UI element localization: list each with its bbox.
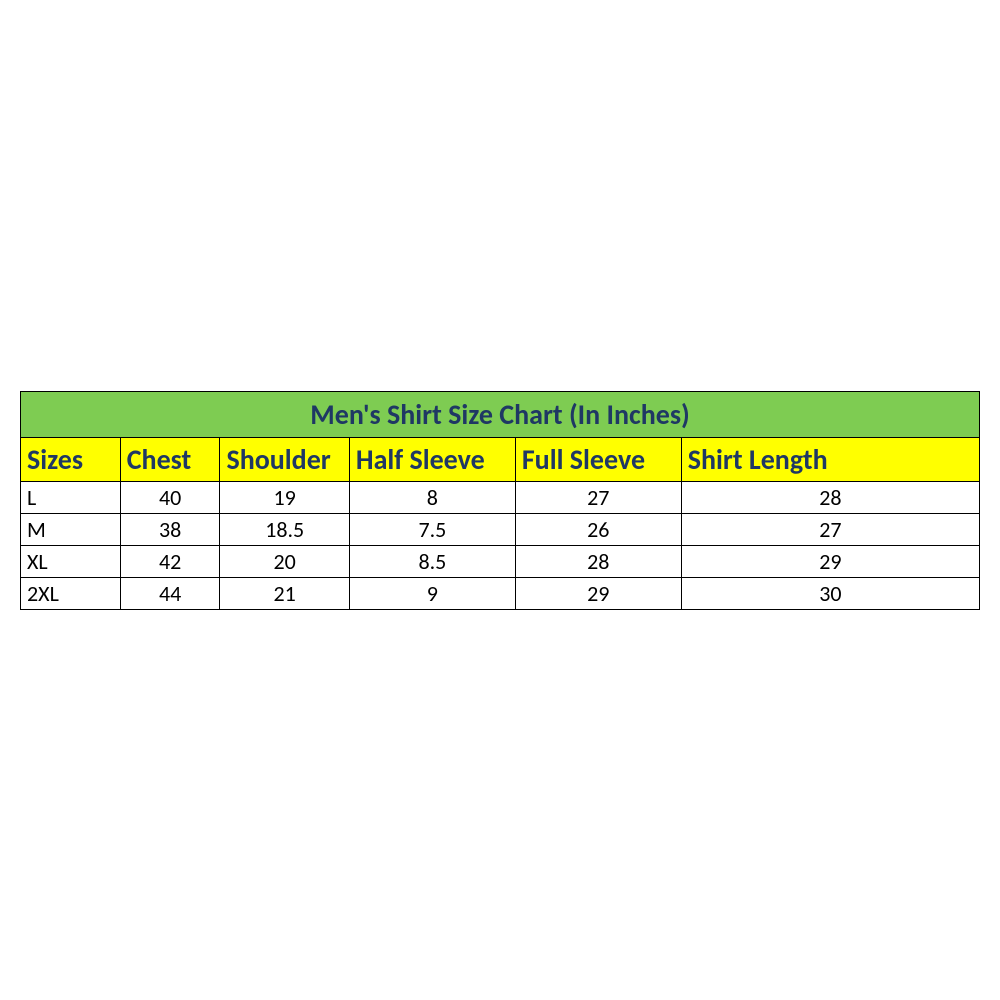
table-head: Men's Shirt Size Chart (In Inches) Sizes…: [21, 391, 980, 481]
data-cell: 29: [515, 577, 681, 609]
size-label-cell: L: [21, 481, 121, 513]
data-cell: 42: [120, 545, 220, 577]
column-header: Sizes: [21, 437, 121, 481]
size-label-cell: 2XL: [21, 577, 121, 609]
data-cell: 26: [515, 513, 681, 545]
data-cell: 19: [220, 481, 349, 513]
table-body: L401982728M3818.57.52627XL42208.528292XL…: [21, 481, 980, 609]
data-cell: 29: [681, 545, 979, 577]
size-label-cell: XL: [21, 545, 121, 577]
data-cell: 27: [681, 513, 979, 545]
data-cell: 8.5: [349, 545, 515, 577]
size-chart-container: Men's Shirt Size Chart (In Inches) Sizes…: [20, 391, 980, 610]
data-cell: 40: [120, 481, 220, 513]
data-cell: 28: [515, 545, 681, 577]
data-cell: 21: [220, 577, 349, 609]
column-header: Shirt Length: [681, 437, 979, 481]
data-cell: 27: [515, 481, 681, 513]
header-row: SizesChestShoulderHalf SleeveFull Sleeve…: [21, 437, 980, 481]
data-cell: 28: [681, 481, 979, 513]
table-row: XL42208.52829: [21, 545, 980, 577]
data-cell: 20: [220, 545, 349, 577]
data-cell: 30: [681, 577, 979, 609]
data-cell: 38: [120, 513, 220, 545]
table-row: M3818.57.52627: [21, 513, 980, 545]
column-header: Chest: [120, 437, 220, 481]
data-cell: 7.5: [349, 513, 515, 545]
table-row: 2XL442192930: [21, 577, 980, 609]
size-label-cell: M: [21, 513, 121, 545]
data-cell: 44: [120, 577, 220, 609]
data-cell: 9: [349, 577, 515, 609]
size-chart-table: Men's Shirt Size Chart (In Inches) Sizes…: [20, 391, 980, 610]
table-title: Men's Shirt Size Chart (In Inches): [21, 391, 980, 437]
data-cell: 18.5: [220, 513, 349, 545]
column-header: Half Sleeve: [349, 437, 515, 481]
table-row: L401982728: [21, 481, 980, 513]
title-row: Men's Shirt Size Chart (In Inches): [21, 391, 980, 437]
column-header: Full Sleeve: [515, 437, 681, 481]
column-header: Shoulder: [220, 437, 349, 481]
data-cell: 8: [349, 481, 515, 513]
